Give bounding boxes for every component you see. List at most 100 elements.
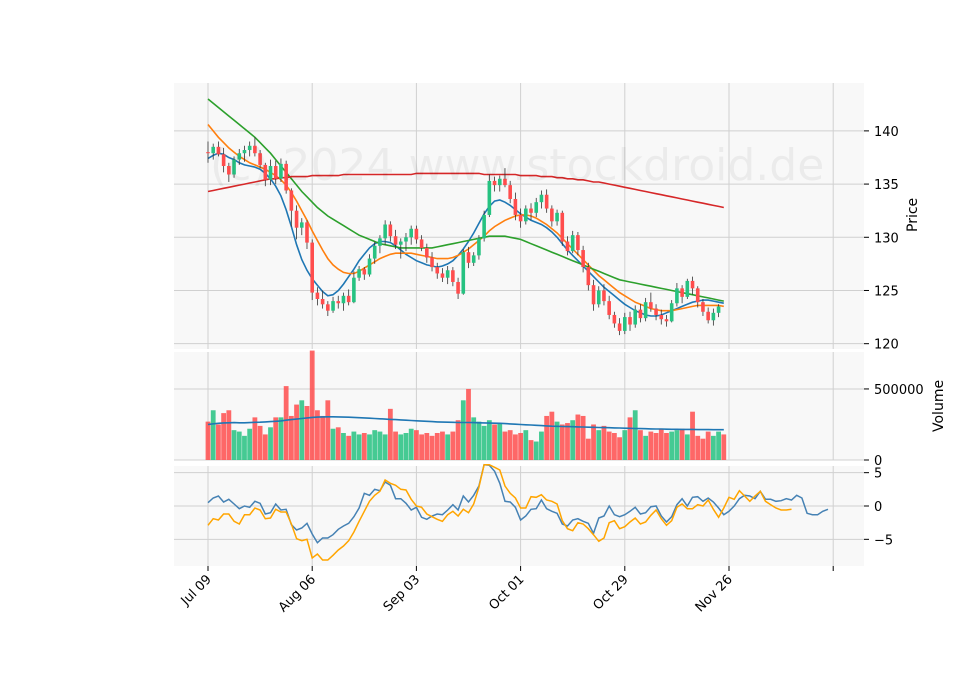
candle-body (524, 208, 528, 222)
candle-body (378, 238, 382, 246)
candle-body (237, 153, 242, 160)
candle-body (471, 255, 476, 263)
candle-body (508, 185, 512, 199)
candle-body (602, 290, 606, 302)
volume-bar (466, 388, 471, 460)
price-ma-line-0 (207, 152, 724, 317)
volume-bar (294, 404, 299, 460)
x-tick-label-5: Nov 26 (693, 572, 736, 615)
candle-body (477, 238, 481, 256)
candle-body (341, 295, 346, 304)
candle-body (404, 237, 408, 242)
candle-body (503, 178, 507, 186)
candle-body (289, 190, 294, 211)
volume-bar (601, 425, 607, 460)
candle-body (253, 145, 257, 154)
volume-bar (507, 430, 513, 460)
candle-body (461, 252, 466, 294)
volume-bar (288, 415, 294, 460)
candle-body (310, 242, 314, 293)
candle-body (451, 270, 455, 282)
macd-line-1 (207, 463, 792, 561)
volume-bar (351, 431, 357, 460)
candle-body (654, 308, 658, 315)
price-ma-line-2 (207, 98, 724, 302)
volume-bar (643, 435, 649, 460)
macd-ytick-label-0: −5 (874, 533, 893, 548)
candle-body (357, 269, 361, 278)
volume-bar (528, 440, 534, 460)
candle-body (633, 309, 638, 325)
volume-bar (320, 415, 326, 460)
volume-bar (653, 433, 659, 460)
volume-bar (205, 421, 211, 460)
candle-body (430, 257, 434, 268)
volume-bar (231, 430, 237, 460)
candle-body (263, 164, 268, 180)
volume-bar (544, 415, 550, 460)
volume-bar (580, 415, 586, 460)
volume-bar (570, 420, 576, 460)
candle-body (570, 235, 575, 252)
volume-bar (471, 417, 477, 460)
volume-bar (429, 435, 435, 460)
volume-bar (539, 431, 544, 460)
candle-body (680, 288, 684, 297)
volume-bar (585, 438, 591, 460)
candle-body (617, 323, 622, 331)
candle-body (388, 224, 393, 237)
volume-bar (575, 414, 581, 460)
volume-bar (669, 431, 675, 460)
volume-bar (309, 350, 315, 460)
candle-body (596, 290, 601, 305)
volume-bar (283, 386, 289, 460)
candle-body (242, 150, 247, 154)
volume-bar (591, 424, 596, 460)
volume-bar (648, 431, 654, 460)
volume-bar (502, 431, 508, 460)
volume-bar (216, 424, 221, 460)
macd-line-0 (207, 463, 829, 544)
candle-body (372, 245, 377, 259)
volume-bar (664, 433, 669, 460)
x-tick-label-4: Oct 29 (591, 572, 632, 613)
candle-body (581, 250, 585, 268)
candle-body (393, 236, 398, 245)
candle-body (326, 304, 330, 311)
candle-body (284, 163, 288, 191)
volume-bar (252, 417, 258, 460)
candle-body (482, 214, 486, 239)
volume-bar (226, 410, 232, 460)
volume-bar (361, 433, 367, 460)
volume-bar (622, 430, 628, 460)
volume-bar (627, 417, 633, 460)
volume-bar (247, 428, 253, 460)
volume-bar (419, 434, 425, 460)
volume-bar (424, 433, 430, 460)
volume-bar (242, 435, 247, 460)
volume-bar (549, 411, 555, 460)
macd-ytick-label-1: 0 (874, 500, 882, 515)
candle-body (414, 228, 419, 240)
volume-bar (658, 428, 664, 460)
x-tick-label-1: Aug 06 (276, 572, 319, 615)
volume-bar (606, 431, 612, 460)
price-ytick-label-1: 125 (874, 284, 899, 299)
candle-body (247, 145, 252, 151)
price-ma-line-1 (207, 123, 724, 312)
candle-body (419, 239, 424, 248)
candle-body (518, 214, 523, 222)
volume-bar (450, 431, 456, 460)
volume-bar (387, 408, 393, 460)
candle-body (315, 292, 320, 299)
candle-body (232, 159, 236, 175)
price-axis-title: Price (905, 198, 921, 232)
volume-bar (690, 411, 695, 460)
volume-bar (236, 431, 242, 460)
price-panel: 120 125 130 135 140 (174, 83, 899, 353)
candle-body (716, 306, 721, 313)
price-ytick-label-4: 140 (874, 125, 899, 140)
volume-bar (414, 430, 419, 460)
volume-bar (315, 410, 320, 460)
